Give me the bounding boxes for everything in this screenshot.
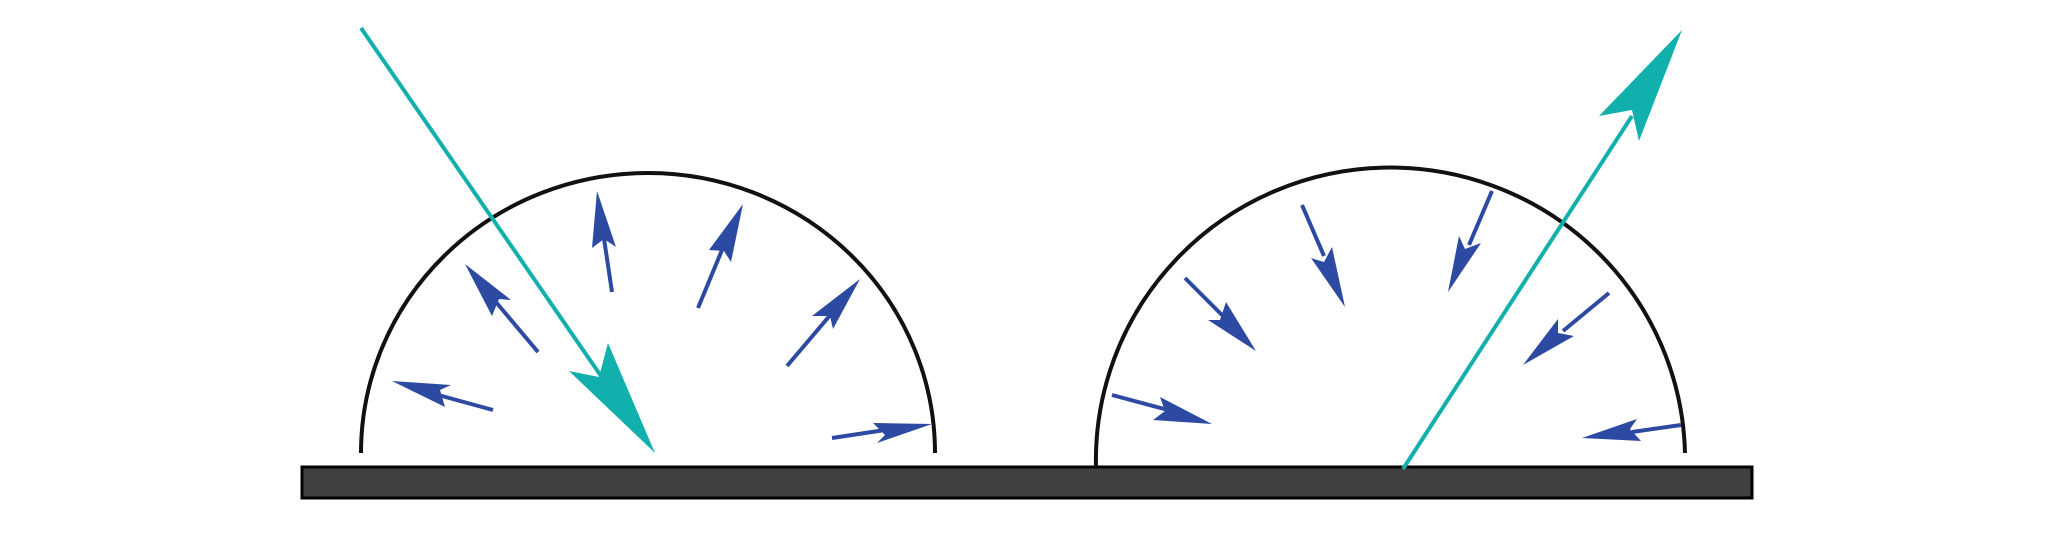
gather-arrow-1 — [1111, 393, 1212, 424]
surface-slab — [300, 465, 1754, 500]
gather-arrow-6 — [1582, 419, 1682, 441]
scatter-arrow-3 — [592, 191, 616, 293]
scatter-arrow-5 — [785, 279, 860, 368]
left-hemisphere — [359, 171, 937, 454]
incident-ray — [359, 26, 655, 453]
gather-arrow-3 — [1300, 204, 1345, 307]
right-panel — [1093, 30, 1687, 471]
scatter-arrow-1 — [392, 381, 494, 412]
left-panel — [359, 26, 937, 454]
scatter-arrow-4 — [696, 204, 743, 309]
gather-arrow-5 — [1523, 291, 1611, 365]
scatter-arrow-6 — [831, 423, 932, 443]
gather-arrow-4 — [1448, 190, 1494, 292]
scatter-arrow-2 — [465, 264, 540, 354]
reflected-ray — [1401, 30, 1682, 471]
gather-arrow-2 — [1183, 276, 1256, 351]
right-hemisphere — [1093, 165, 1687, 468]
